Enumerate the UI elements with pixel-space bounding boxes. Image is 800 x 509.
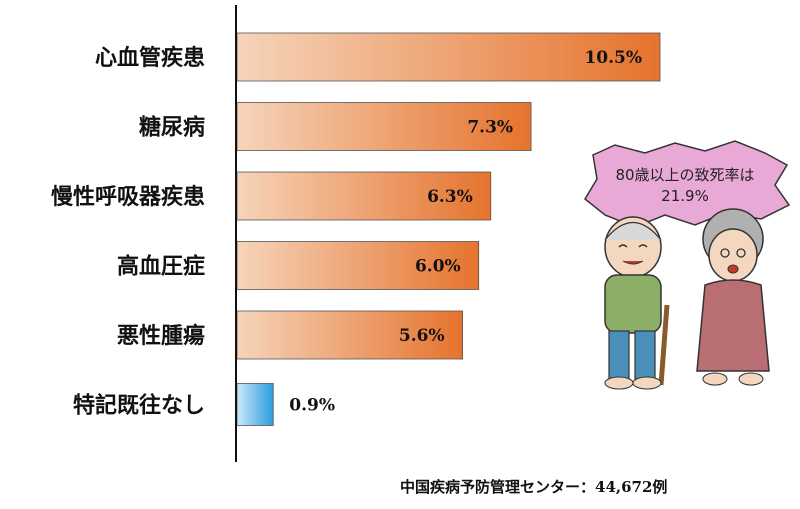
value-label-6: 0.9% — [289, 396, 335, 416]
value-label-4: 6.0% — [415, 257, 461, 277]
grandfather-figure — [604, 216, 670, 390]
speech-bubble — [584, 140, 791, 228]
bar-3 — [236, 171, 492, 221]
value-label-5: 5.6% — [399, 326, 445, 346]
category-label-1: 心血管疾患 — [95, 45, 205, 71]
bar-1 — [236, 32, 661, 82]
bar-6 — [236, 383, 274, 426]
category-label-5: 悪性腫瘍 — [117, 323, 205, 349]
source-note: 中国疾病予防管理センター：44,672例 — [400, 478, 668, 496]
value-label-1: 10.5% — [584, 48, 642, 68]
bubble-line-2: 21.9% — [661, 187, 709, 205]
bar-5 — [236, 310, 464, 360]
bar-2 — [236, 102, 532, 151]
category-label-6: 特記既往なし — [73, 393, 205, 419]
grandmother-figure — [696, 208, 770, 386]
category-label-2: 糖尿病 — [139, 115, 205, 141]
value-label-2: 7.3% — [467, 118, 513, 138]
value-label-3: 6.3% — [427, 187, 473, 207]
elderly-couple-illustration: 80歳以上の致死率は 21.9% — [584, 140, 791, 390]
category-label-4: 高血圧症 — [117, 254, 205, 280]
category-label-3: 慢性呼吸器疾患 — [51, 184, 205, 210]
bar-4 — [236, 241, 480, 290]
bubble-line-1: 80歳以上の致死率は — [615, 166, 754, 184]
